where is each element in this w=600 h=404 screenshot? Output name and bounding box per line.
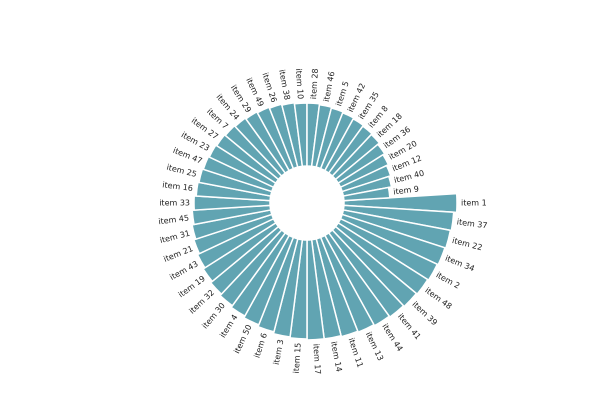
bar [334,143,386,185]
bar [257,236,299,333]
bar [343,192,458,214]
bar-label: item 13 [364,330,385,362]
bar [202,221,280,283]
bar-label: item 17 [311,343,322,374]
bar [230,231,291,318]
bar-label: item 41 [396,312,423,341]
bar [219,228,287,307]
bar [280,101,304,169]
bar-label: item 46 [322,71,337,103]
bar [327,125,374,178]
bar [319,111,355,172]
bar-label: item 1 [461,199,487,208]
bar [310,103,333,169]
bar-label: item 37 [456,217,488,230]
bar [341,209,452,250]
bar-label: item 10 [294,68,305,99]
bar-label: item 33 [159,199,190,208]
bar [319,234,375,334]
bar-label: item 4 [218,313,239,340]
bar [323,231,391,327]
bar [327,228,405,319]
bar [337,153,390,189]
bar [339,213,446,266]
bar [306,238,326,341]
bar-label: item 31 [159,229,191,245]
bar [342,186,391,202]
bar-label: item 3 [272,339,286,366]
bar [289,238,308,340]
bar [341,175,393,197]
bar-label: item 21 [162,244,194,264]
bar [209,225,283,296]
bar-label: item 16 [162,180,194,193]
bar [191,204,272,226]
bar-label: item 38 [277,69,292,101]
bar-label: item 6 [252,332,269,359]
bar [272,237,304,338]
bar [334,221,429,296]
bar [315,236,359,338]
bar-label: item 47 [172,146,204,166]
bar [256,106,295,172]
bar [331,133,381,181]
bar [315,107,345,170]
bar [224,124,283,181]
bar [337,217,439,282]
bar [193,195,271,211]
bar [342,204,455,232]
bar-label: item 48 [423,286,453,311]
bar-label: item 14 [329,341,344,373]
bar [198,168,273,197]
bar [339,164,392,193]
bar-label: item 15 [292,342,303,373]
bar-label: item 2 [435,270,462,290]
bar [242,234,295,326]
bar [192,213,275,255]
bar [306,102,321,168]
bar-label: item 34 [444,254,476,274]
bar [234,117,287,178]
bar [244,110,291,175]
bar-label: item 44 [380,322,404,353]
bar [268,103,299,170]
bar-label: item 25 [166,163,198,179]
bar [215,133,280,185]
bar-label: item 45 [158,213,190,226]
bar [331,225,418,308]
bar-label: item 11 [347,337,365,369]
bar [191,209,273,241]
bar-label: item 22 [451,236,483,252]
bar [202,155,275,193]
bar-label: item 39 [410,300,439,328]
bar [195,181,272,202]
bar-label: item 9 [393,184,420,196]
bar-label: item 50 [232,323,253,355]
bar [323,117,365,175]
bar [196,217,277,269]
bar-label: item 28 [309,68,320,99]
bar [208,144,277,189]
